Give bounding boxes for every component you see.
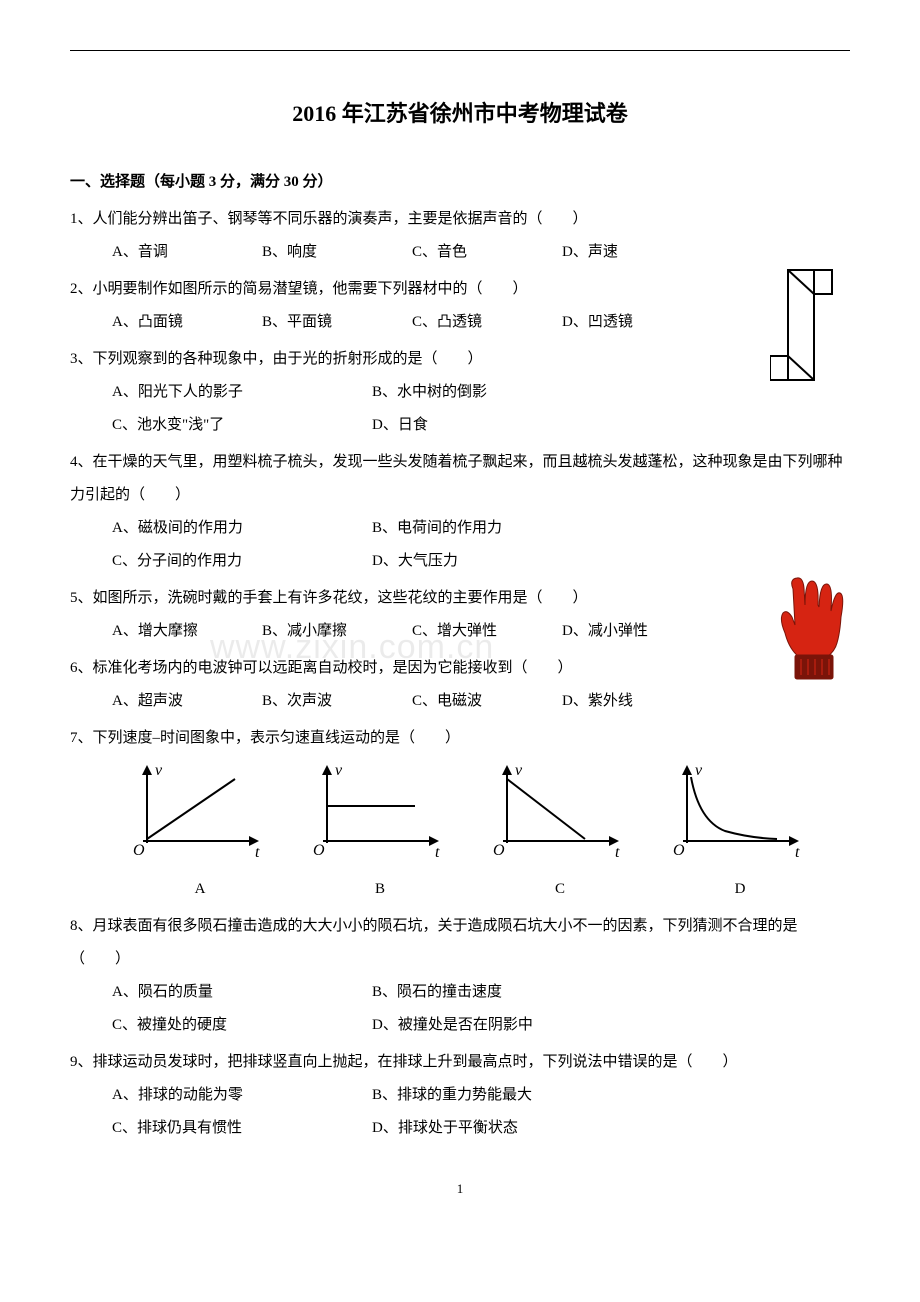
option: A、超声波 [112, 685, 262, 718]
option: B、排球的重力势能最大 [372, 1079, 632, 1112]
option: B、平面镜 [262, 306, 412, 339]
question-7: 7、下列速度–时间图象中，表示匀速直线运动的是（ ）vtOAvtOBvtOCvt… [70, 722, 850, 906]
graph-label: A [120, 873, 280, 906]
question-stem: 3、下列观察到的各种现象中，由于光的折射形成的是（ ） [70, 343, 850, 376]
option: C、电磁波 [412, 685, 562, 718]
option: C、池水变"浅"了 [112, 409, 372, 442]
graph-B: v t OB [300, 761, 460, 906]
svg-text:v: v [155, 762, 163, 779]
exam-title: 2016 年江苏省徐州市中考物理试卷 [70, 90, 850, 138]
options-row: A、凸面镜B、平面镜C、凸透镜D、凹透镜 [70, 306, 850, 339]
option: B、陨石的撞击速度 [372, 976, 632, 1009]
options-row: A、阳光下人的影子B、水中树的倒影 [70, 376, 850, 409]
question-6: 6、标准化考场内的电波钟可以远距离自动校时，是因为它能接收到（ ）A、超声波B、… [70, 652, 850, 718]
option: D、紫外线 [562, 685, 712, 718]
svg-text:O: O [313, 842, 325, 859]
option: B、响度 [262, 236, 412, 269]
question-stem: 1、人们能分辨出笛子、钢琴等不同乐器的演奏声，主要是依据声音的（ ） [70, 203, 850, 236]
option: B、次声波 [262, 685, 412, 718]
svg-text:t: t [795, 844, 800, 861]
option: A、磁极间的作用力 [112, 512, 372, 545]
option: C、排球仍具有惯性 [112, 1112, 372, 1145]
svg-text:O: O [673, 842, 685, 859]
option: B、电荷间的作用力 [372, 512, 632, 545]
option: A、阳光下人的影子 [112, 376, 372, 409]
svg-text:t: t [435, 844, 440, 861]
options-row: A、磁极间的作用力B、电荷间的作用力 [70, 512, 850, 545]
svg-text:t: t [255, 844, 260, 861]
option: D、声速 [562, 236, 712, 269]
graph-C: v t OC [480, 761, 640, 906]
question-stem: 7、下列速度–时间图象中，表示匀速直线运动的是（ ） [70, 722, 850, 755]
options-row: C、排球仍具有惯性D、排球处于平衡状态 [70, 1112, 850, 1145]
option: D、减小弹性 [562, 615, 712, 648]
svg-text:O: O [133, 842, 145, 859]
options-row: C、分子间的作用力D、大气压力 [70, 545, 850, 578]
graph-label: C [480, 873, 640, 906]
option: D、排球处于平衡状态 [372, 1112, 632, 1145]
question-9: 9、排球运动员发球时，把排球竖直向上抛起，在排球上升到最高点时，下列说法中错误的… [70, 1046, 850, 1145]
page-number: 1 [70, 1175, 850, 1204]
graph-label: B [300, 873, 460, 906]
option: A、凸面镜 [112, 306, 262, 339]
options-row: A、陨石的质量B、陨石的撞击速度 [70, 976, 850, 1009]
question-5: 5、如图所示，洗碗时戴的手套上有许多花纹，这些花纹的主要作用是（ ）A、增大摩擦… [70, 582, 850, 648]
question-stem: 2、小明要制作如图所示的简易潜望镜，他需要下列器材中的（ ） [70, 273, 850, 306]
graph-D: v t OD [660, 761, 820, 906]
question-4: 4、在干燥的天气里，用塑料梳子梳头，发现一些头发随着梳子飘起来，而且越梳头发越蓬… [70, 446, 850, 578]
option: D、日食 [372, 409, 632, 442]
option: A、增大摩擦 [112, 615, 262, 648]
option: C、分子间的作用力 [112, 545, 372, 578]
option: D、凹透镜 [562, 306, 712, 339]
options-row: A、音调B、响度C、音色D、声速 [70, 236, 850, 269]
svg-text:t: t [615, 844, 620, 861]
section-heading: 一、选择题（每小题 3 分，满分 30 分） [70, 166, 850, 199]
option: C、被撞处的硬度 [112, 1009, 372, 1042]
svg-text:O: O [493, 842, 505, 859]
option: C、音色 [412, 236, 562, 269]
option: C、凸透镜 [412, 306, 562, 339]
graph-label: D [660, 873, 820, 906]
graphs-row: vtOAvtOBvtOCvtOD [70, 761, 850, 906]
option: D、大气压力 [372, 545, 632, 578]
question-2: 2、小明要制作如图所示的简易潜望镜，他需要下列器材中的（ ）A、凸面镜B、平面镜… [70, 273, 850, 339]
options-row: A、排球的动能为零B、排球的重力势能最大 [70, 1079, 850, 1112]
svg-text:v: v [695, 762, 703, 779]
top-separator [70, 50, 850, 51]
question-8: 8、月球表面有很多陨石撞击造成的大大小小的陨石坑，关于造成陨石坑大小不一的因素，… [70, 910, 850, 1042]
option: A、排球的动能为零 [112, 1079, 372, 1112]
options-row: A、增大摩擦B、减小摩擦C、增大弹性D、减小弹性 [70, 615, 850, 648]
option: A、音调 [112, 236, 262, 269]
options-row: C、池水变"浅"了D、日食 [70, 409, 850, 442]
option: C、增大弹性 [412, 615, 562, 648]
question-3: 3、下列观察到的各种现象中，由于光的折射形成的是（ ）A、阳光下人的影子B、水中… [70, 343, 850, 442]
options-row: C、被撞处的硬度D、被撞处是否在阴影中 [70, 1009, 850, 1042]
options-row: A、超声波B、次声波C、电磁波D、紫外线 [70, 685, 850, 718]
question-stem: 5、如图所示，洗碗时戴的手套上有许多花纹，这些花纹的主要作用是（ ） [70, 582, 850, 615]
graph-A: v t OA [120, 761, 280, 906]
question-stem: 6、标准化考场内的电波钟可以远距离自动校时，是因为它能接收到（ ） [70, 652, 850, 685]
question-stem: 8、月球表面有很多陨石撞击造成的大大小小的陨石坑，关于造成陨石坑大小不一的因素，… [70, 910, 850, 976]
question-1: 1、人们能分辨出笛子、钢琴等不同乐器的演奏声，主要是依据声音的（ ）A、音调B、… [70, 203, 850, 269]
option: A、陨石的质量 [112, 976, 372, 1009]
option: B、减小摩擦 [262, 615, 412, 648]
questions-container: 1、人们能分辨出笛子、钢琴等不同乐器的演奏声，主要是依据声音的（ ）A、音调B、… [70, 203, 850, 1145]
svg-text:v: v [335, 762, 343, 779]
question-stem: 4、在干燥的天气里，用塑料梳子梳头，发现一些头发随着梳子飘起来，而且越梳头发越蓬… [70, 446, 850, 512]
svg-text:v: v [515, 762, 523, 779]
option: B、水中树的倒影 [372, 376, 632, 409]
question-stem: 9、排球运动员发球时，把排球竖直向上抛起，在排球上升到最高点时，下列说法中错误的… [70, 1046, 850, 1079]
option: D、被撞处是否在阴影中 [372, 1009, 632, 1042]
